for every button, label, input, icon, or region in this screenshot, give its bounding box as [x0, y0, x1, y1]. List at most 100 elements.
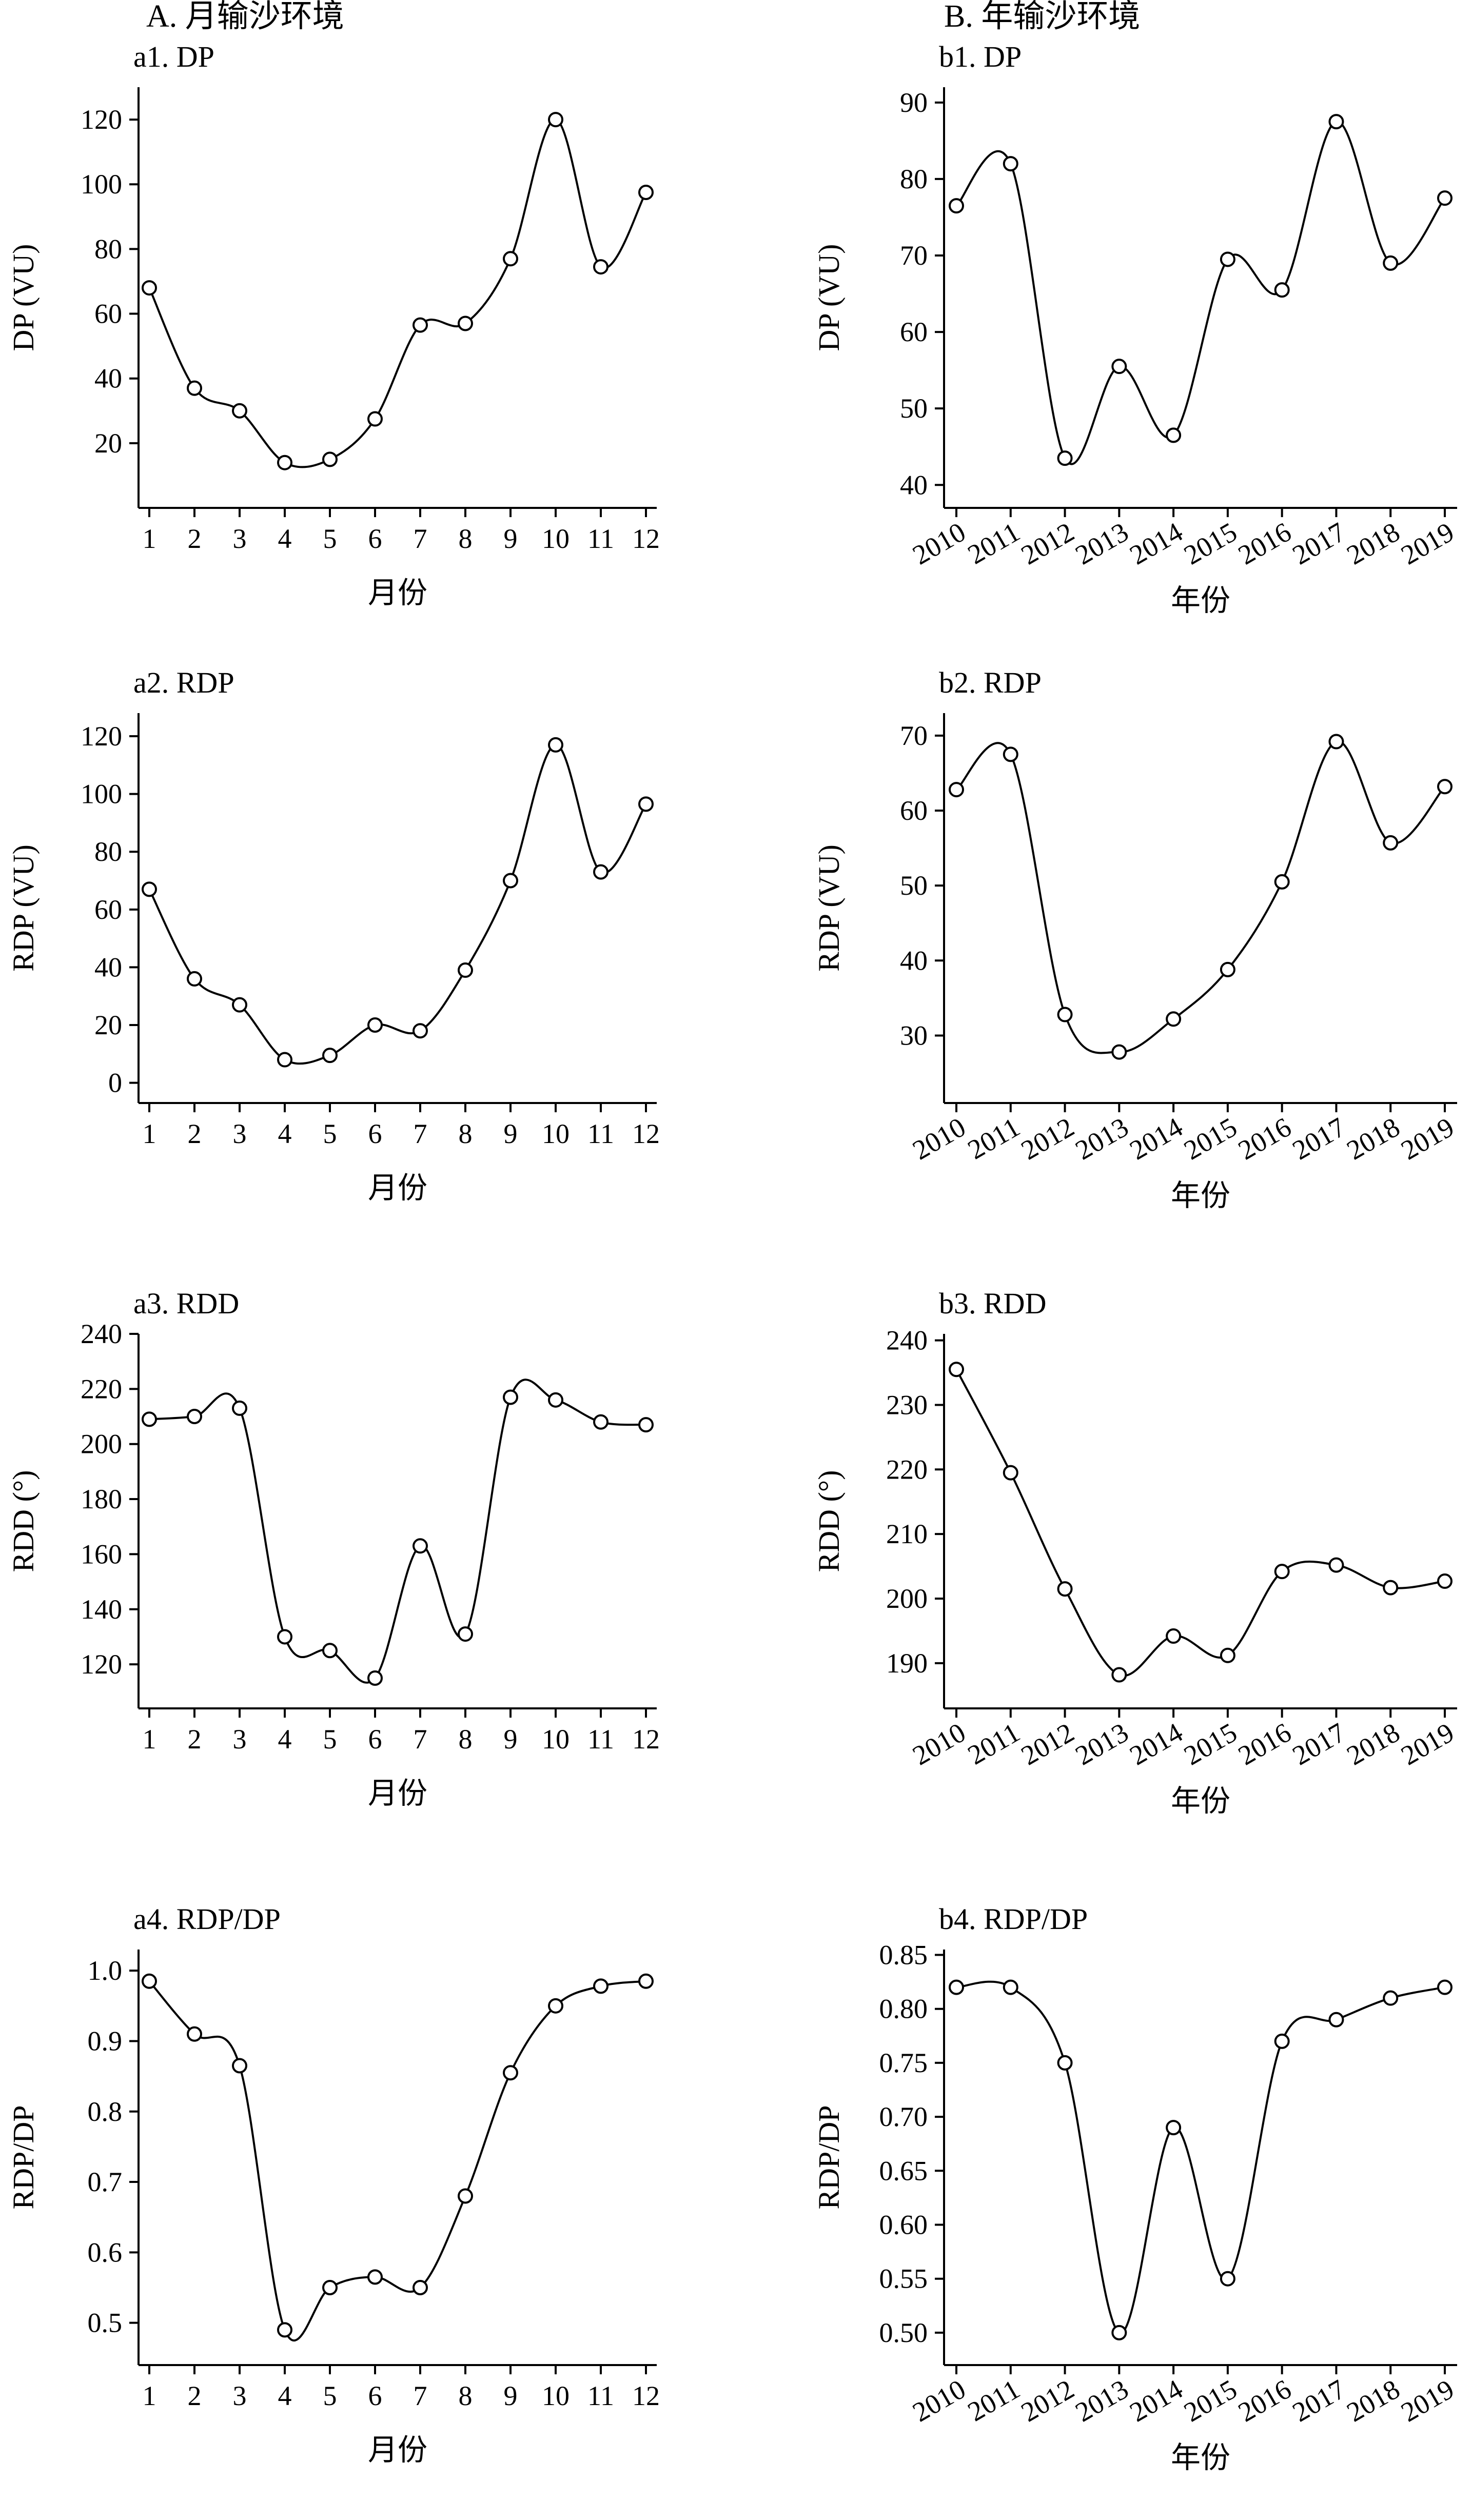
data-point	[1111, 1044, 1127, 1060]
x-tick-label: 8	[459, 1724, 473, 1755]
data-point	[277, 1629, 292, 1645]
y-tick-label: 60	[94, 299, 122, 329]
data-point	[413, 1538, 428, 1554]
data-point	[1057, 1581, 1073, 1597]
data-point	[142, 881, 157, 897]
y-axis-label: DP (VU)	[812, 244, 846, 351]
y-tick-label: 0.55	[879, 2263, 928, 2294]
data-point	[142, 280, 157, 296]
y-tick-label: 50	[900, 870, 928, 901]
x-tick-label: 2010	[907, 2373, 971, 2428]
x-tick-label: 2019	[1396, 1717, 1459, 1771]
y-tick-label: 120	[81, 1649, 122, 1680]
y-tick-label: 40	[900, 945, 928, 976]
data-point	[1328, 734, 1344, 750]
data-point	[367, 1670, 383, 1686]
y-tick-label: 80	[94, 836, 122, 867]
panel-title: a4. RDP/DP	[133, 1902, 281, 1936]
series-line	[148, 119, 647, 468]
x-tick-label: 2014	[1125, 1111, 1188, 1166]
data-point	[949, 1362, 964, 1377]
data-point	[1383, 1990, 1399, 2006]
y-tick-label: 0.9	[88, 2025, 123, 2056]
data-point	[413, 2279, 428, 2295]
data-point	[1003, 156, 1018, 172]
x-tick-label: 2018	[1342, 516, 1405, 570]
y-tick-label: 140	[81, 1594, 122, 1625]
x-tick-label: 2014	[1125, 1717, 1188, 1771]
series-line	[956, 1980, 1445, 2334]
x-tick-label: 11	[587, 2380, 614, 2411]
y-tick-label: 0.6	[88, 2237, 123, 2268]
x-tick-label: 6	[368, 1724, 382, 1755]
y-tick-label: 0.85	[879, 1940, 928, 1971]
y-tick-label: 0.8	[88, 2096, 123, 2127]
y-tick-label: 100	[81, 779, 122, 810]
data-point	[187, 380, 202, 396]
x-axis-label: 年份	[1171, 2441, 1230, 2474]
panel-title: a2. RDP	[133, 666, 234, 699]
data-point	[458, 2188, 473, 2204]
y-tick-label: 30	[900, 1020, 928, 1051]
data-point	[503, 2065, 518, 2081]
y-tick-label: 0.65	[879, 2155, 928, 2186]
data-point	[548, 1998, 563, 2014]
data-point	[277, 2322, 292, 2338]
data-point	[1166, 2120, 1182, 2136]
y-tick-label: 120	[81, 721, 122, 752]
x-tick-label: 10	[542, 1724, 570, 1755]
y-tick-label: 200	[81, 1429, 122, 1460]
x-tick-label: 3	[233, 2380, 247, 2411]
y-tick-label: 230	[886, 1389, 928, 1420]
chart-b2: b2. RDP304050607020102011201220132014201…	[812, 666, 1459, 1212]
y-tick-label: 40	[94, 363, 122, 394]
x-tick-label: 1	[143, 1118, 156, 1149]
y-tick-label: 0.60	[879, 2209, 928, 2240]
x-tick-label: 10	[542, 523, 570, 554]
x-tick-label: 2011	[963, 2373, 1025, 2427]
x-tick-label: 5	[323, 2380, 337, 2411]
x-tick-label: 2017	[1287, 1717, 1351, 1771]
y-tick-label: 100	[81, 169, 122, 200]
x-tick-label: 2	[188, 2380, 202, 2411]
series-line	[955, 121, 1446, 465]
x-tick-label: 2010	[907, 516, 971, 570]
data-point	[1220, 1647, 1235, 1663]
panel-title: a1. DP	[133, 40, 214, 73]
x-tick-label: 2019	[1396, 2373, 1459, 2428]
data-point	[1166, 1628, 1182, 1644]
data-point	[232, 1400, 247, 1416]
data-point	[232, 997, 247, 1013]
x-axis-label: 年份	[1171, 1179, 1230, 1212]
y-tick-label: 60	[900, 317, 928, 347]
data-point	[458, 316, 473, 331]
y-tick-label: 0	[108, 1068, 122, 1098]
x-tick-label: 10	[542, 2380, 570, 2411]
panel-title: b3. RDD	[939, 1287, 1046, 1320]
data-point	[322, 451, 338, 467]
y-tick-label: 70	[900, 720, 928, 751]
data-point	[638, 185, 654, 200]
data-point	[232, 403, 247, 419]
y-axis-label: RDD (°)	[812, 1470, 846, 1572]
y-axis-label: RDP/DP	[7, 2105, 40, 2209]
data-point	[503, 1389, 518, 1405]
data-point	[458, 1626, 473, 1642]
x-axis-label: 年份	[1171, 1784, 1230, 1818]
data-point	[1437, 1573, 1453, 1589]
data-point	[503, 873, 518, 889]
x-tick-label: 7	[414, 523, 427, 554]
x-tick-label: 10	[542, 1118, 570, 1149]
x-tick-label: 5	[323, 523, 337, 554]
y-tick-label: 60	[900, 795, 928, 826]
x-tick-label: 8	[459, 2380, 473, 2411]
data-point	[503, 251, 518, 267]
data-point	[1274, 2033, 1290, 2049]
chart-b4: b4. RDP/DP 0.50 0.55 0.60 0.65 0.70 0.75 0.80 0.…	[812, 1902, 1459, 2474]
data-point	[1057, 450, 1073, 466]
x-tick-label: 2019	[1396, 516, 1459, 570]
x-tick-label: 4	[278, 2380, 292, 2411]
x-tick-label: 4	[278, 1118, 292, 1149]
y-tick-label: 50	[900, 393, 928, 424]
